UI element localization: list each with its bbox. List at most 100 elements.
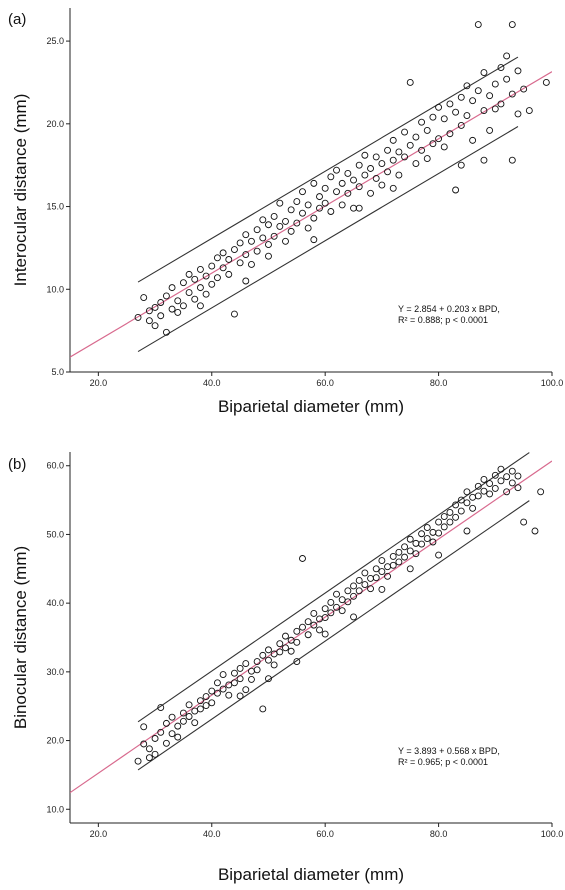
y-tick-label: 10.0 [46, 284, 64, 294]
data-point [474, 492, 482, 500]
data-point [395, 558, 403, 566]
data-point [157, 299, 165, 306]
data-point [395, 548, 403, 556]
data-point [418, 540, 426, 548]
data-point [486, 92, 494, 100]
data-point [321, 614, 329, 622]
data-point [265, 646, 272, 654]
data-point [202, 290, 210, 298]
data-point [310, 621, 318, 629]
data-point [151, 735, 159, 742]
data-point [151, 304, 159, 311]
data-point [219, 671, 227, 679]
data-point [372, 574, 380, 582]
data-point [276, 222, 284, 230]
data-point [157, 728, 165, 736]
data-point [344, 189, 352, 197]
x-axis-title: Biparietal diameter (mm) [218, 397, 404, 416]
data-point [242, 660, 250, 668]
data-point [355, 204, 363, 212]
y-axis-title: Binocular distance (mm) [11, 546, 30, 729]
data-point [389, 156, 397, 164]
data-point [497, 64, 505, 72]
data-point [480, 487, 488, 495]
data-point [134, 313, 142, 321]
regression-line [70, 71, 552, 358]
data-point [162, 719, 170, 727]
x-tick-label: 80.0 [430, 829, 448, 839]
data-point [355, 577, 363, 584]
data-point [304, 618, 312, 626]
y-axis-title: Interocular distance (mm) [11, 94, 30, 287]
data-point [321, 184, 329, 192]
data-point [145, 754, 153, 762]
data-point [174, 722, 182, 730]
data-point [406, 535, 414, 543]
data-point [350, 582, 357, 590]
data-point [276, 199, 284, 207]
data-point [361, 151, 369, 159]
x-tick-label: 80.0 [430, 378, 448, 388]
data-point [134, 757, 142, 765]
data-point [480, 156, 488, 164]
data-point [162, 292, 170, 300]
data-point [282, 632, 289, 640]
data-point [378, 585, 386, 593]
data-point [225, 270, 233, 278]
data-point [196, 265, 204, 273]
data-point [310, 236, 318, 244]
data-point [389, 552, 397, 560]
data-point [520, 85, 528, 93]
data-point [514, 67, 522, 75]
y-tick-label: 25.0 [46, 36, 64, 46]
data-point [196, 697, 204, 705]
data-point [162, 328, 170, 336]
data-point [259, 234, 267, 242]
data-point [185, 713, 193, 720]
chart-panel-1: 20.0 40.0 60.0 80.0 100.0 5.0 10.0 15.0 20.0 25.0… [8, 8, 563, 416]
data-point [542, 79, 550, 86]
y-tick-label: 15.0 [46, 202, 64, 212]
data-point [304, 224, 312, 232]
panel-label: (a) [8, 11, 26, 28]
data-point [299, 209, 306, 217]
y-tick-label: 5.0 [51, 367, 64, 377]
data-point [185, 701, 193, 709]
data-point [179, 717, 187, 725]
data-point [338, 607, 346, 615]
data-point [452, 108, 460, 116]
data-point [503, 488, 511, 496]
data-point [191, 275, 199, 283]
data-point [446, 100, 454, 108]
data-point [253, 226, 261, 234]
data-point [282, 237, 289, 245]
data-point [213, 689, 221, 697]
data-point [525, 107, 533, 115]
data-point [384, 572, 392, 580]
data-point [372, 153, 380, 161]
data-point [367, 165, 374, 172]
data-point [174, 297, 182, 305]
data-point [270, 232, 278, 240]
data-point [457, 93, 465, 101]
data-point [293, 219, 301, 227]
regression-annotation: R² = 0.965; p < 0.0001 [398, 757, 488, 767]
data-point [333, 166, 340, 174]
x-tick-label: 60.0 [316, 829, 334, 839]
y-tick-label: 20.0 [46, 119, 64, 129]
data-point [531, 527, 539, 535]
data-point [157, 704, 165, 712]
data-point [537, 488, 545, 496]
data-point [253, 247, 261, 255]
data-point [480, 476, 488, 483]
data-point [491, 80, 499, 88]
data-point [423, 155, 431, 163]
x-tick-label: 100.0 [541, 829, 564, 839]
data-point [452, 501, 460, 509]
data-point [236, 239, 244, 247]
data-point [503, 75, 511, 83]
data-point [423, 524, 431, 532]
data-point [145, 317, 153, 325]
data-point [196, 302, 204, 310]
